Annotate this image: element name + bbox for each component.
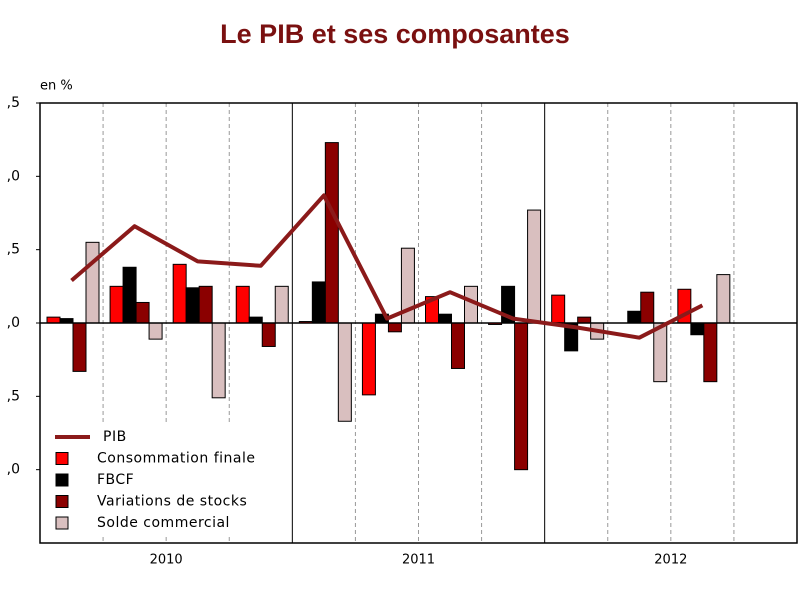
bar <box>122 266 137 324</box>
y-tick-label: ,0 <box>7 168 20 184</box>
bar <box>438 313 452 324</box>
bar <box>172 263 187 324</box>
bar <box>627 310 642 324</box>
bar <box>324 142 339 324</box>
bar <box>46 316 61 324</box>
bar <box>690 322 705 336</box>
bar <box>85 241 100 324</box>
bar <box>248 316 263 324</box>
bar <box>337 322 352 422</box>
legend-box <box>48 422 290 536</box>
bar <box>551 294 566 324</box>
bar <box>311 281 326 324</box>
bar <box>198 285 213 324</box>
bar <box>135 301 150 324</box>
legend-label: Consommation finale <box>97 451 255 467</box>
y-tick-label: ,5 <box>7 388 20 404</box>
bar <box>72 322 87 372</box>
y-axis-label: en % <box>40 79 73 94</box>
x-group-label: 2010 <box>150 553 183 568</box>
legend-swatch <box>55 516 69 530</box>
bar <box>577 316 592 324</box>
bar <box>653 322 668 383</box>
x-group-label: 2011 <box>402 553 435 568</box>
y-tick-label: ,0 <box>7 462 20 478</box>
bar <box>640 291 655 324</box>
bar <box>703 322 718 383</box>
plot-frame <box>39 102 798 544</box>
chart-title: Le PIB et ses composantes <box>220 19 570 49</box>
y-tick-label: ,5 <box>7 95 20 111</box>
bar <box>716 274 731 324</box>
bar <box>109 285 124 324</box>
legend-swatch <box>55 495 69 508</box>
bar <box>514 322 529 471</box>
bar <box>148 322 163 340</box>
bar <box>361 322 376 396</box>
legend-label: PIB <box>103 429 127 445</box>
y-tick-label: ,0 <box>7 315 20 331</box>
bar <box>261 322 276 347</box>
bar <box>235 285 250 324</box>
bar <box>451 322 465 369</box>
bar <box>211 322 226 399</box>
bar <box>527 209 542 324</box>
y-tick-label: ,5 <box>7 242 20 258</box>
bar <box>274 285 289 324</box>
legend-label: Variations de stocks <box>97 494 247 510</box>
line <box>70 193 704 340</box>
legend-label: Solde commercial <box>97 515 230 531</box>
x-group-label: 2012 <box>654 553 687 568</box>
bar <box>185 287 200 324</box>
bar <box>387 322 402 333</box>
legend-swatch <box>55 473 69 487</box>
legend-label: FBCF <box>97 472 134 488</box>
legend-swatch <box>55 452 69 465</box>
